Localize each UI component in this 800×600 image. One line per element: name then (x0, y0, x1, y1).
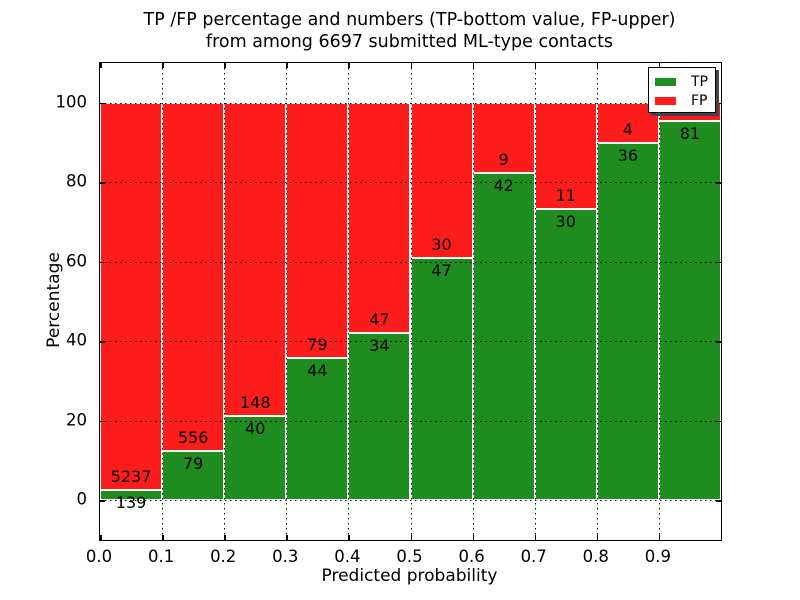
x-tick-label: 0.5 (396, 547, 423, 566)
fp-bar (162, 102, 225, 451)
fp-swatch-icon (655, 96, 676, 105)
legend-label-fp: FP (691, 92, 708, 109)
tp-bar (534, 209, 597, 501)
fp-bar (224, 102, 287, 416)
tp-bar (348, 333, 411, 501)
y-tick-label: 40 (66, 330, 87, 350)
tp-swatch-icon (655, 77, 676, 86)
legend-entry-fp: FP (655, 91, 715, 110)
tp-bar (162, 450, 225, 501)
x-tick-label: 0.9 (644, 547, 672, 566)
x-tick-label: 0.6 (458, 547, 485, 566)
x-tick-label: 0.8 (582, 547, 609, 566)
tp-bar (286, 358, 349, 501)
x-tick-label: 0.1 (147, 547, 175, 566)
fp-bar (472, 102, 535, 173)
legend: TP FP (648, 67, 716, 113)
x-tick-label: 0.3 (272, 547, 299, 566)
y-tick-label: 100 (55, 92, 88, 112)
tp-bar (658, 121, 721, 501)
legend-entry-tp: TP (655, 72, 715, 91)
fp-bar (410, 102, 473, 258)
x-tick-label: 0.7 (520, 547, 547, 566)
fp-bar (348, 102, 411, 334)
tp-bar (224, 415, 287, 501)
chart-title-line1: TP /FP percentage and numbers (TP-bottom… (143, 10, 676, 30)
x-tick-label: 0.0 (85, 547, 113, 566)
y-tick-label: 0 (76, 489, 88, 509)
y-tick-label: 60 (66, 251, 87, 271)
y-tick-label: 20 (66, 410, 87, 430)
tp-bar (596, 142, 659, 501)
fp-bar (286, 102, 349, 359)
fp-bar (534, 102, 597, 210)
bars-layer (100, 63, 721, 540)
tp-bar (472, 172, 535, 501)
y-axis-label: Percentage (44, 252, 64, 348)
legend-label-tp: TP (691, 73, 708, 90)
chart-title-line2: from among 6697 submitted ML-type contac… (205, 31, 614, 52)
chart-title: TP /FP percentage and numbers (TP-bottom… (99, 10, 720, 53)
x-axis-label: Predicted probability (321, 566, 498, 586)
x-tick-label: 0.2 (210, 547, 237, 566)
tp-bar (100, 489, 163, 501)
fp-bar (100, 102, 163, 490)
tp-bar (410, 257, 473, 501)
x-tick-label: 0.4 (334, 547, 361, 566)
plot-area: 5237 139 556 79 148 40 79 44 47 34 30 47 9 42 11 30 4 36 8… (99, 62, 722, 541)
y-tick-label: 80 (66, 171, 87, 191)
